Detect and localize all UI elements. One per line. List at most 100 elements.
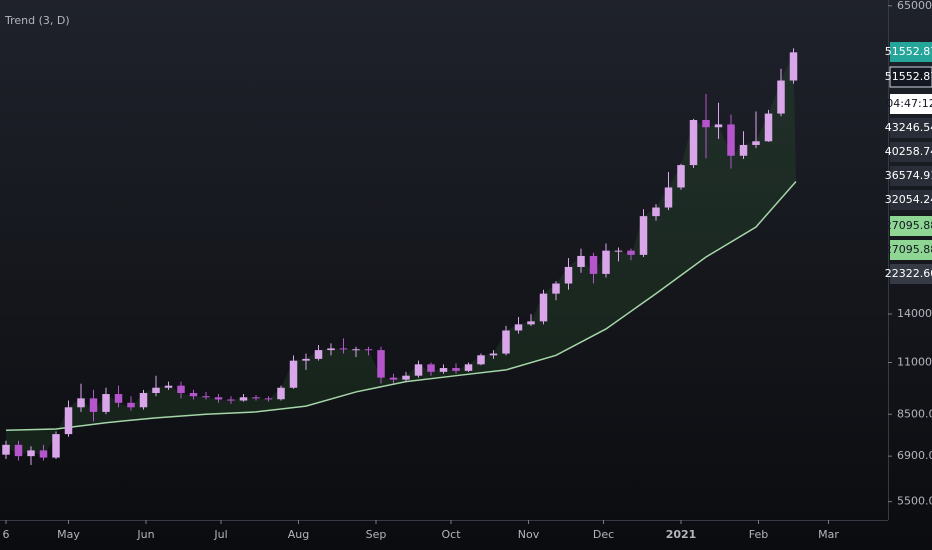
candle-body (502, 330, 510, 354)
candle-body (702, 120, 710, 128)
price-badge (890, 166, 932, 186)
x-tick-label: Mar (818, 528, 839, 541)
x-tick-label: Jun (136, 528, 154, 541)
countdown-badge (890, 94, 932, 114)
candle-body (289, 360, 298, 388)
candle-body (164, 385, 173, 388)
candle-body (177, 385, 185, 393)
candle-body (314, 350, 323, 359)
candle-body (589, 255, 598, 274)
x-tick-label: May (57, 528, 80, 541)
price-badge-label: 51552.87 (885, 70, 932, 83)
x-tick-label: Aug (288, 528, 309, 541)
candle-body (227, 399, 235, 401)
candle-body (239, 397, 248, 401)
x-tick-label: Nov (518, 528, 540, 541)
candle-body (414, 364, 423, 376)
x-tick-label: Sep (366, 528, 387, 541)
x-tick-label: Oct (441, 528, 461, 541)
x-tick-label: 2021 (666, 528, 697, 541)
candle-body (714, 124, 723, 128)
y-tick-label: 14000.00 (897, 307, 932, 320)
candle-body (664, 187, 673, 208)
price-badge-label: 22322.60 (885, 267, 932, 280)
candle-body (564, 266, 573, 284)
price-badge (890, 240, 932, 260)
y-tick-label: 11000.00 (897, 355, 932, 368)
candle-body (514, 324, 523, 331)
price-badge (890, 118, 932, 138)
candle-body (652, 207, 660, 217)
candle-body (114, 394, 123, 403)
candle-body (202, 396, 210, 398)
price-badge-label: 27095.88 (885, 243, 932, 256)
candle-body (489, 353, 498, 356)
candle-body (552, 283, 560, 294)
x-tick-label: Dec (593, 528, 614, 541)
candle-body (102, 394, 110, 412)
candle-body (464, 364, 473, 371)
y-tick-label: 65000.00 (897, 0, 932, 12)
candle-body (152, 387, 160, 393)
candle-body (402, 375, 410, 380)
price-badge-label: 32054.24 (885, 193, 932, 206)
y-tick-label: 5500.00 (897, 495, 932, 508)
candle-body (64, 407, 73, 435)
candle-body (252, 397, 260, 399)
candle-body (189, 392, 198, 397)
candle-body (614, 250, 623, 252)
y-tick-label: 6900.00 (897, 449, 932, 462)
candle-body (139, 392, 148, 408)
price-badge-label: 40258.74 (885, 145, 932, 158)
price-badge-label: 27095.88 (885, 219, 932, 232)
candle-body (52, 434, 60, 458)
candle-body (539, 293, 548, 322)
candle-body (302, 358, 310, 361)
x-tick-label: 6 (3, 528, 10, 541)
price-badge (890, 264, 932, 284)
candle-body (389, 377, 398, 380)
candle-body (627, 250, 635, 255)
candle-body (452, 368, 460, 371)
candle-body (764, 113, 773, 142)
candle-body (689, 120, 698, 166)
price-badge-label: 43246.54 (885, 121, 932, 134)
candle-body (577, 255, 585, 267)
candle-body (327, 348, 335, 351)
candle-body (27, 450, 35, 457)
candle-body (277, 387, 285, 400)
y-tick-label: 8500.00 (897, 407, 932, 420)
trend-zone (6, 52, 796, 458)
price-badge-label: 36574.91 (885, 169, 932, 182)
candle-body (639, 216, 648, 255)
candle-body (2, 444, 10, 455)
candle-body (377, 350, 385, 378)
price-badge-label: 51552.87 (885, 45, 932, 58)
candle-body (89, 398, 98, 412)
candle-body (789, 52, 798, 81)
price-badge (890, 42, 932, 62)
price-badge (890, 142, 932, 162)
candle-body (527, 321, 535, 325)
candle-body (39, 450, 48, 458)
x-tick-label: Jul (213, 528, 227, 541)
candle-body (677, 165, 685, 188)
price-badge (889, 66, 932, 88)
countdown-label: 04:47:12 (886, 97, 932, 110)
candle-body (477, 355, 485, 365)
candle-body (439, 368, 448, 372)
candle-body (739, 144, 748, 156)
candle-body (264, 398, 273, 400)
candle-body (364, 349, 373, 351)
indicator-title: Trend (3, D) (4, 14, 70, 27)
candle-body (214, 397, 223, 400)
candle-body (77, 398, 85, 408)
candle-body (427, 364, 435, 372)
candle-body (602, 250, 610, 274)
candle-body (339, 348, 348, 350)
price-badge (890, 216, 932, 236)
candle-body (14, 444, 23, 457)
